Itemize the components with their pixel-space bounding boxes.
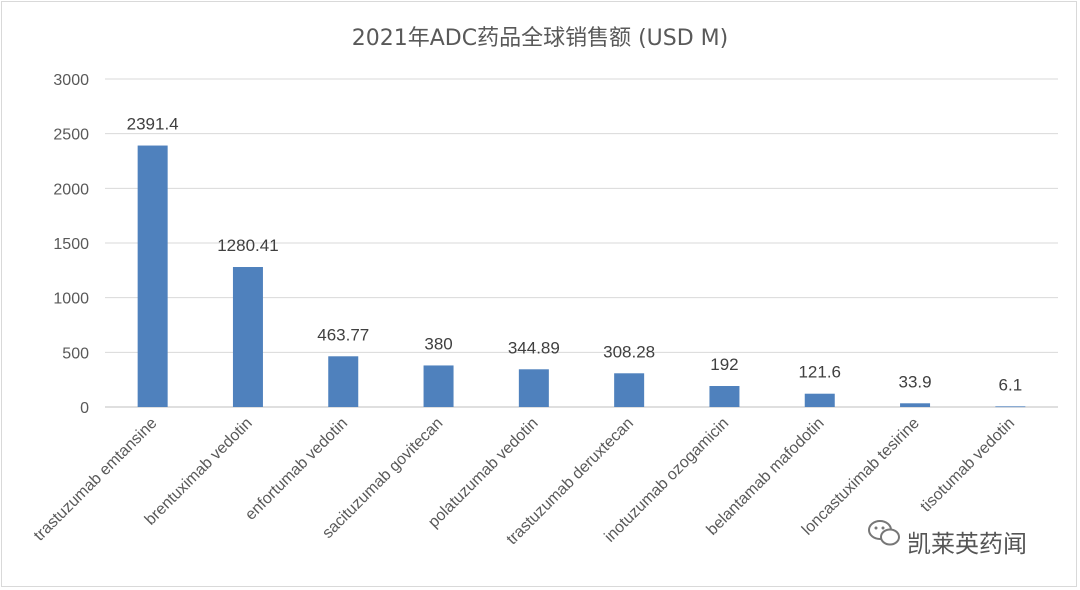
bar bbox=[804, 393, 835, 407]
data-label: 192 bbox=[710, 355, 738, 374]
bars bbox=[137, 145, 1026, 408]
data-label: 121.6 bbox=[798, 363, 841, 382]
category-label: brentuximab vedotin bbox=[142, 415, 256, 529]
y-tick-label: 1000 bbox=[53, 291, 89, 308]
y-tick-label: 2000 bbox=[53, 181, 89, 198]
bar bbox=[232, 267, 263, 407]
bar bbox=[137, 145, 168, 407]
y-axis-ticks: 0 500 1000 1500 2000 2500 3000 bbox=[53, 72, 89, 417]
category-label: polatuzumab vedotin bbox=[425, 415, 541, 531]
bar bbox=[518, 369, 549, 407]
data-label: 6.1 bbox=[999, 375, 1023, 394]
category-label: tisotumab vedotin bbox=[917, 415, 1018, 516]
data-label: 344.89 bbox=[508, 338, 560, 357]
data-label: 308.28 bbox=[603, 342, 655, 361]
y-tick-label: 0 bbox=[80, 400, 89, 417]
category-label: trastuzumab emtansine bbox=[31, 415, 161, 545]
y-tick-label: 2500 bbox=[53, 127, 89, 144]
data-label: 1280.41 bbox=[217, 236, 278, 255]
category-label: enfortumab vedotin bbox=[242, 415, 351, 524]
wechat-icon bbox=[868, 520, 900, 546]
chart-title: 2021年ADC药品全球销售额 (USD M) bbox=[352, 26, 728, 51]
bar bbox=[900, 403, 931, 407]
data-label: 463.77 bbox=[317, 325, 369, 344]
bar bbox=[423, 365, 454, 407]
y-tick-label: 500 bbox=[62, 345, 89, 362]
bar bbox=[614, 373, 645, 407]
bar bbox=[328, 356, 359, 407]
data-label: 380 bbox=[424, 334, 452, 353]
y-tick-label: 1500 bbox=[53, 236, 89, 253]
watermark: 凯莱英药闻 bbox=[868, 520, 1027, 558]
data-label: 2391.4 bbox=[127, 115, 179, 134]
y-tick-label: 3000 bbox=[53, 72, 89, 89]
data-labels: 2391.4 1280.41 463.77 380 344.89 308.28 192 121… bbox=[127, 115, 1023, 395]
bar bbox=[709, 386, 740, 407]
watermark-text: 凯莱英药闻 bbox=[907, 530, 1027, 558]
bar bbox=[995, 406, 1026, 408]
data-label: 33.9 bbox=[899, 372, 932, 391]
gridlines bbox=[105, 78, 1058, 408]
